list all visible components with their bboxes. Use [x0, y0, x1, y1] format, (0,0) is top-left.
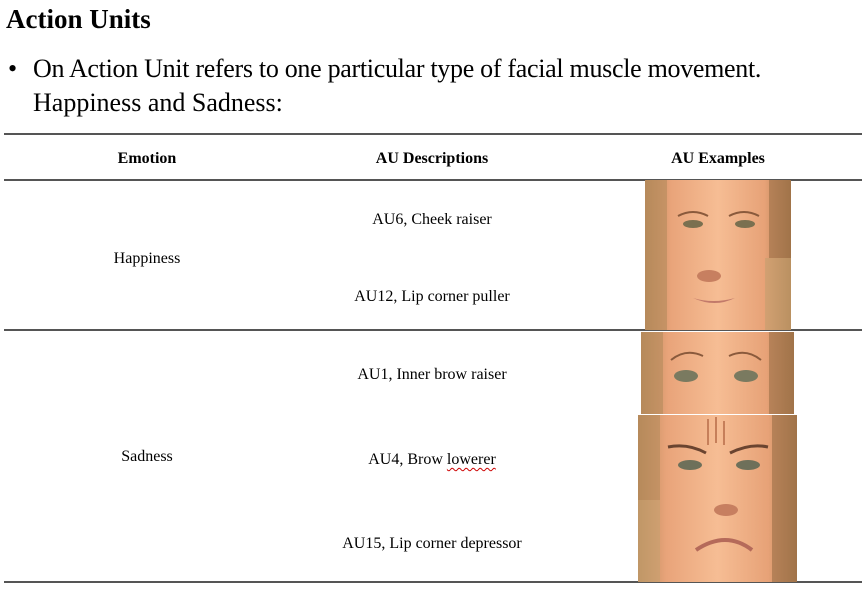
au-description: AU12, Lip corner puller	[354, 288, 510, 305]
au-description: AU1, Inner brow raiser	[357, 366, 507, 383]
au-description-prefix: AU4, Brow	[368, 451, 447, 468]
au-description: AU4, Brow lowerer	[282, 451, 582, 469]
emotion-happiness: Happiness	[113, 250, 181, 267]
face-mouth-frown	[638, 500, 797, 582]
header-au-descriptions: AU Descriptions	[375, 150, 489, 167]
au-description: AU6, Cheek raiser	[372, 211, 492, 228]
spellcheck-flagged-word: lowerer	[446, 451, 496, 468]
emotion-sadness: Sadness	[121, 448, 173, 465]
header-au-examples: AU Examples	[671, 150, 765, 167]
table-bottom-rule	[4, 581, 862, 583]
face-mouth-smile	[645, 258, 791, 330]
slide-title: Action Units	[6, 4, 151, 34]
bullet-text-line2: Happiness and Sadness:	[33, 88, 283, 117]
bullet-text-line1: On Action Unit refers to one particular …	[33, 54, 762, 83]
face-eyes-brow-raised	[641, 332, 794, 414]
table-top-rule	[4, 133, 862, 135]
face-eyes-frown	[638, 415, 797, 500]
table-row-rule	[4, 329, 862, 331]
face-eyes-cheek-raiser	[645, 180, 791, 258]
table-header-rule	[4, 179, 862, 181]
bullet-icon: •	[8, 54, 18, 83]
header-emotion: Emotion	[117, 150, 177, 167]
au-description: AU15, Lip corner depressor	[342, 535, 522, 552]
